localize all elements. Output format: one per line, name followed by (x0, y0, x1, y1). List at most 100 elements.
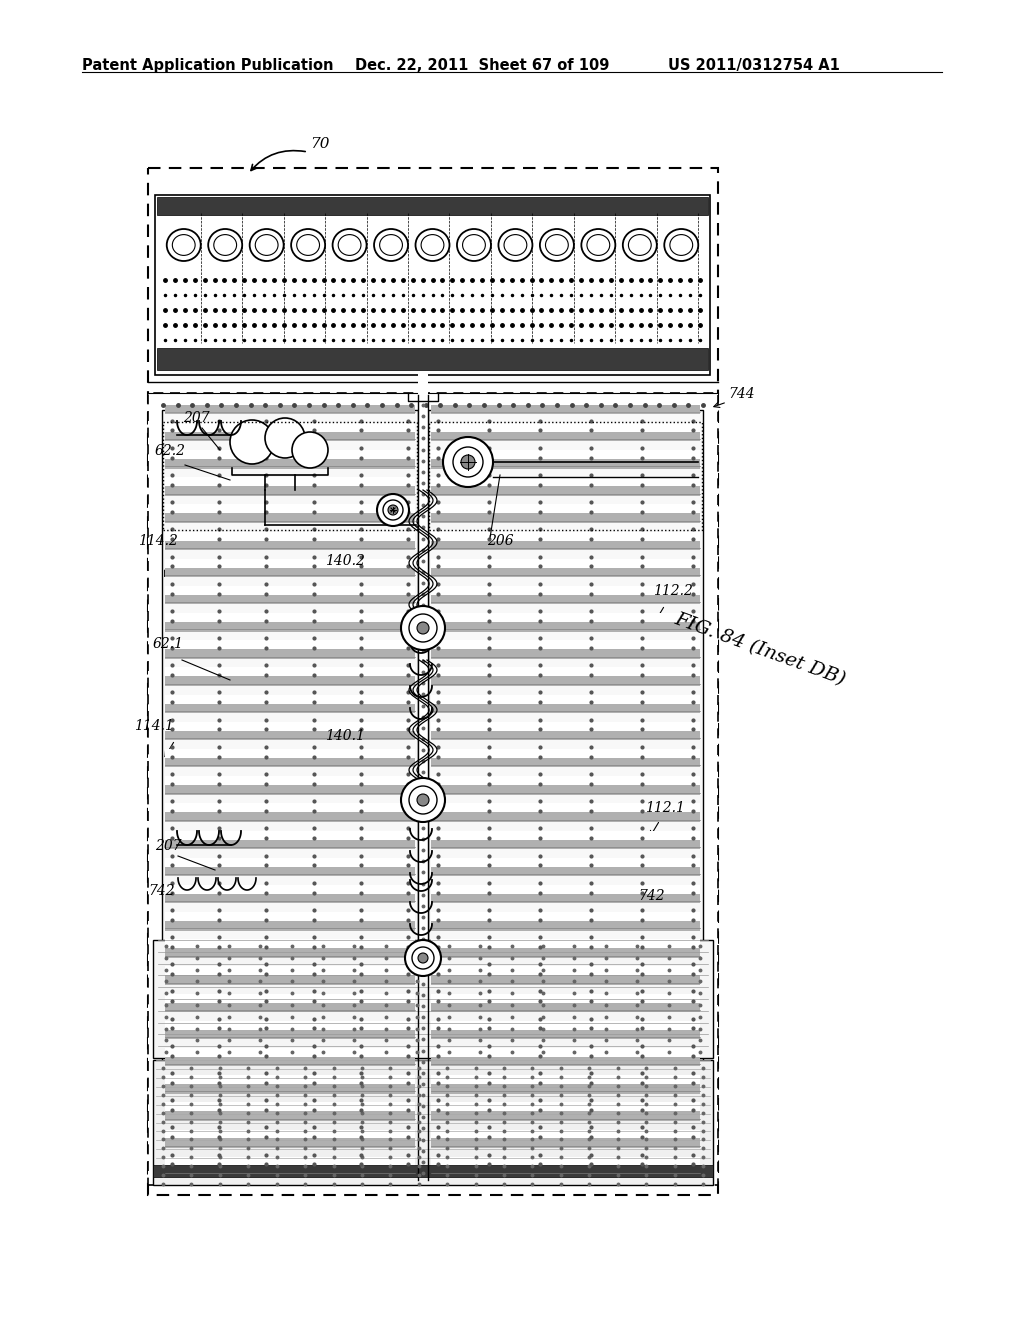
Bar (165, 504, 415, 519)
Bar (148, 393, 718, 1185)
Bar (165, 994, 415, 1008)
Bar (431, 704, 700, 713)
Text: 206: 206 (487, 535, 514, 548)
Text: 744: 744 (728, 387, 755, 401)
Bar (165, 541, 415, 550)
Bar (165, 405, 415, 414)
Bar (165, 478, 415, 492)
Text: 114.2: 114.2 (138, 535, 178, 548)
Bar (165, 884, 415, 900)
Bar (165, 804, 415, 818)
Bar (165, 1138, 415, 1148)
Bar (431, 776, 700, 791)
Bar (165, 1084, 415, 1094)
Circle shape (388, 506, 398, 515)
Text: 62.2: 62.2 (155, 444, 186, 458)
Bar (431, 1130, 700, 1144)
Bar (165, 1003, 415, 1012)
Bar (165, 422, 415, 438)
Bar (153, 1060, 713, 1185)
Bar (431, 884, 700, 900)
Bar (431, 1030, 700, 1039)
Bar (165, 595, 415, 605)
Bar (153, 1166, 713, 1177)
Bar (165, 1030, 415, 1039)
Bar (165, 812, 415, 822)
Bar (431, 586, 700, 601)
Ellipse shape (457, 228, 490, 261)
Bar (431, 785, 700, 795)
Text: US 2011/0312754 A1: US 2011/0312754 A1 (668, 58, 840, 73)
Bar (165, 432, 415, 441)
Text: 112.1: 112.1 (645, 801, 685, 814)
Bar (431, 921, 700, 931)
Text: 62.1: 62.1 (153, 638, 184, 651)
Bar (431, 486, 700, 496)
Circle shape (443, 437, 493, 487)
Bar (165, 622, 415, 631)
Circle shape (401, 777, 445, 822)
Text: 140.2: 140.2 (325, 554, 365, 568)
Bar (431, 1020, 700, 1036)
Text: 742: 742 (638, 888, 665, 903)
Bar (165, 486, 415, 496)
Bar (431, 867, 700, 876)
Bar (165, 704, 415, 713)
Bar (431, 1156, 700, 1172)
Text: 140.1: 140.1 (325, 729, 365, 743)
Bar (431, 432, 700, 441)
Ellipse shape (250, 228, 284, 261)
Bar (153, 940, 713, 1059)
Bar (165, 568, 415, 577)
Bar (165, 694, 415, 710)
Bar (165, 586, 415, 601)
Bar (157, 197, 708, 215)
Bar (165, 948, 415, 958)
Bar (165, 894, 415, 903)
Bar (431, 612, 700, 628)
Bar (165, 966, 415, 981)
Bar (431, 912, 700, 927)
Bar (165, 940, 415, 954)
Bar (155, 195, 710, 375)
Bar (431, 1057, 700, 1067)
Text: 112.2: 112.2 (653, 583, 693, 598)
Bar (165, 1111, 415, 1121)
Bar (431, 975, 700, 985)
Bar (165, 1102, 415, 1117)
Bar (431, 478, 700, 492)
Bar (431, 994, 700, 1008)
Bar (431, 1084, 700, 1094)
Bar (431, 948, 700, 958)
Ellipse shape (374, 228, 408, 261)
Bar (157, 348, 708, 370)
Bar (165, 668, 415, 682)
Bar (431, 459, 700, 469)
Bar (431, 649, 700, 659)
Bar (431, 758, 700, 767)
Bar (165, 649, 415, 659)
Circle shape (417, 622, 429, 634)
Bar (165, 722, 415, 737)
Bar (431, 568, 700, 577)
Bar (431, 812, 700, 822)
Bar (431, 940, 700, 954)
Text: Patent Application Publication: Patent Application Publication (82, 58, 334, 73)
Ellipse shape (333, 228, 367, 261)
Bar (165, 1020, 415, 1036)
Bar (165, 748, 415, 764)
Circle shape (377, 494, 409, 525)
Bar (165, 785, 415, 795)
Bar (431, 966, 700, 981)
Bar (428, 411, 703, 1175)
Bar (431, 450, 700, 465)
Bar (165, 532, 415, 546)
Ellipse shape (623, 228, 656, 261)
Bar (431, 405, 700, 414)
Bar (165, 1130, 415, 1144)
Bar (165, 1156, 415, 1172)
Bar (165, 731, 415, 741)
Text: 70: 70 (310, 137, 330, 150)
Bar (431, 422, 700, 438)
Text: 207: 207 (183, 411, 210, 425)
